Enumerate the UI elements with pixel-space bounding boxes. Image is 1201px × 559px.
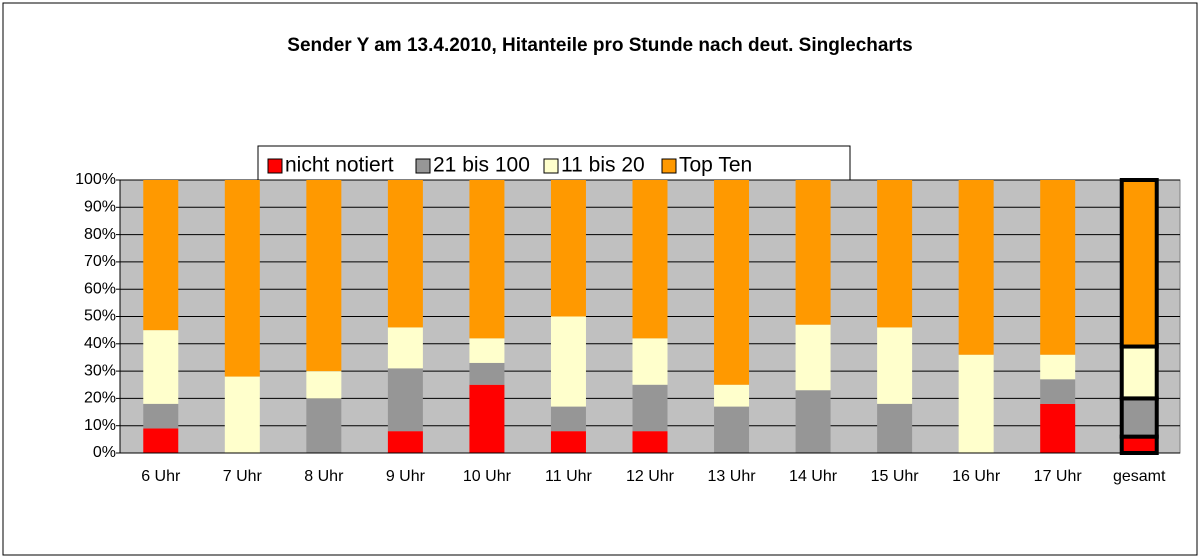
bar-segment <box>632 431 668 453</box>
x-tick-label: 6 Uhr <box>141 468 181 485</box>
bar-segment <box>550 180 586 317</box>
bar-segment <box>1040 403 1076 453</box>
y-tick-label: 50% <box>84 308 116 325</box>
bar-segment <box>1119 344 1159 401</box>
bar-segment <box>632 180 668 339</box>
x-tick-label: gesamt <box>1113 468 1166 485</box>
x-tick-label: 10 Uhr <box>463 468 512 485</box>
bar-segment <box>795 324 831 391</box>
y-tick-label: 30% <box>84 362 116 379</box>
bar-segment <box>143 428 179 453</box>
bar-segment <box>714 180 750 385</box>
y-tick-label: 10% <box>84 417 116 434</box>
bar-segment <box>1119 434 1159 455</box>
bar-segment <box>550 316 586 407</box>
bar-segment <box>714 384 750 407</box>
x-tick-label: 16 Uhr <box>952 468 1001 485</box>
x-tick-label: 7 Uhr <box>223 468 263 485</box>
y-tick-label: 60% <box>84 280 116 297</box>
legend-label: nicht notiert <box>285 154 394 177</box>
y-tick-label: 0% <box>93 444 116 461</box>
bar-segment <box>387 327 423 369</box>
bar-segment <box>224 180 260 377</box>
bar-segment <box>143 403 179 429</box>
bar-segment <box>224 376 260 453</box>
x-tick-label: 12 Uhr <box>626 468 675 485</box>
legend-swatch <box>267 158 283 174</box>
bar-segment <box>1040 354 1076 380</box>
x-tick-label: 14 Uhr <box>789 468 838 485</box>
legend-label: 21 bis 100 <box>433 154 530 177</box>
legend-swatch <box>661 158 677 174</box>
legend-label: 11 bis 20 <box>561 154 645 177</box>
x-tick-label: 8 Uhr <box>304 468 344 485</box>
x-tick-label: 9 Uhr <box>386 468 426 485</box>
y-tick-label: 90% <box>84 199 116 216</box>
bar-segment <box>143 330 179 404</box>
bar-segment <box>550 406 586 432</box>
bar-segment <box>469 180 505 339</box>
legend-label: Top Ten <box>679 154 752 177</box>
bar-segment <box>387 431 423 453</box>
x-tick-label: 15 Uhr <box>871 468 920 485</box>
x-tick-label: 11 Uhr <box>545 468 593 485</box>
bar-segment <box>387 368 423 432</box>
y-tick-label: 100% <box>75 171 116 188</box>
bar-segment <box>632 338 668 385</box>
y-tick-label: 20% <box>84 390 116 407</box>
legend-swatch <box>543 158 559 174</box>
legend-swatch <box>415 158 431 174</box>
bar-segment <box>469 384 505 453</box>
bar-segment <box>1119 396 1159 439</box>
bar-segment <box>877 403 913 453</box>
bar-segment <box>877 180 913 328</box>
bar-segment <box>877 327 913 404</box>
bar-segment <box>958 180 994 355</box>
bar-segment <box>714 406 750 453</box>
x-tick-label: 13 Uhr <box>708 468 757 485</box>
bar-segment <box>143 180 179 331</box>
bar-segment <box>306 371 342 399</box>
bar-segment <box>306 398 342 453</box>
bar-segment <box>795 390 831 453</box>
bar-segment <box>1040 379 1076 404</box>
y-tick-label: 80% <box>84 226 116 243</box>
y-tick-label: 40% <box>84 335 116 352</box>
y-tick-label: 70% <box>84 253 116 270</box>
bar-segment <box>632 384 668 432</box>
bar-segment <box>1040 180 1076 355</box>
bar-segment <box>469 362 505 385</box>
bar-segment <box>795 180 831 325</box>
bar-segment <box>387 180 423 328</box>
chart-title: Sender Y am 13.4.2010, Hitanteile pro St… <box>287 35 912 56</box>
bar-segment <box>1119 178 1159 349</box>
bar-segment <box>306 180 342 372</box>
bar-segment <box>469 338 505 363</box>
bar-segment <box>958 354 994 453</box>
x-tick-label: 17 Uhr <box>1034 468 1083 485</box>
bar-segment <box>550 431 586 453</box>
